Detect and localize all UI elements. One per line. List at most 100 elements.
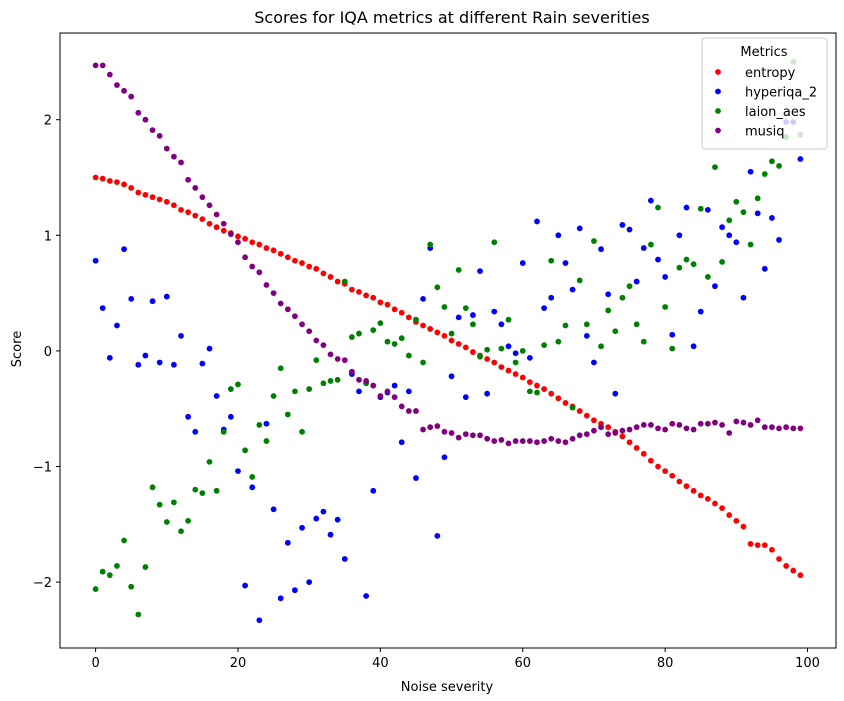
- data-point: [277, 300, 284, 307]
- data-point: [761, 171, 768, 177]
- data-point: [284, 306, 291, 313]
- series-hyperiqa_2: [92, 119, 804, 624]
- data-point: [256, 241, 263, 248]
- data-point: [640, 245, 647, 251]
- data-point: [477, 353, 483, 360]
- data-point: [519, 374, 526, 381]
- data-point: [178, 159, 184, 166]
- x-tick-label: 40: [372, 656, 389, 671]
- data-point: [171, 499, 177, 506]
- data-point: [519, 260, 526, 266]
- data-point: [384, 338, 391, 345]
- data-point: [491, 438, 498, 444]
- data-point: [171, 153, 177, 160]
- data-point: [754, 195, 761, 202]
- data-point: [263, 282, 270, 288]
- data-point: [555, 338, 562, 345]
- data-point: [797, 425, 804, 432]
- data-point: [448, 337, 455, 344]
- data-point: [754, 417, 761, 424]
- data-point: [491, 239, 498, 246]
- data-point: [562, 322, 569, 329]
- data-point: [185, 209, 192, 216]
- data-point: [583, 332, 590, 339]
- data-point: [413, 408, 419, 414]
- x-axis-label: Noise severity: [401, 680, 494, 695]
- data-point: [128, 93, 135, 100]
- data-point: [163, 198, 170, 205]
- data-point: [548, 435, 555, 442]
- data-point: [277, 595, 284, 602]
- data-point: [733, 198, 740, 205]
- data-point: [341, 556, 348, 562]
- data-point: [761, 424, 768, 431]
- data-point: [356, 289, 362, 295]
- data-point: [292, 313, 298, 320]
- data-point: [398, 403, 405, 410]
- data-point: [327, 531, 334, 538]
- data-point: [526, 388, 533, 395]
- legend-marker: [715, 88, 721, 95]
- data-point: [605, 291, 612, 298]
- data-point: [185, 517, 192, 524]
- data-point: [256, 269, 263, 276]
- data-point: [370, 294, 377, 301]
- data-point: [156, 132, 163, 139]
- data-point: [114, 179, 120, 186]
- data-point: [462, 394, 469, 401]
- data-point: [213, 393, 220, 399]
- x-tick-label: 80: [657, 656, 674, 671]
- data-point: [156, 359, 163, 366]
- data-point: [348, 368, 355, 375]
- data-point: [797, 572, 804, 579]
- data-point: [149, 127, 156, 134]
- data-point: [242, 582, 249, 589]
- data-point: [135, 109, 142, 116]
- data-point: [420, 295, 426, 302]
- data-point: [676, 264, 683, 271]
- data-point: [292, 587, 298, 594]
- data-point: [192, 212, 199, 219]
- data-point: [541, 305, 548, 312]
- data-point: [92, 174, 99, 181]
- data-point: [683, 256, 690, 263]
- data-point: [192, 428, 199, 435]
- data-point: [135, 361, 142, 368]
- data-point: [99, 175, 106, 182]
- data-point: [299, 524, 305, 531]
- data-point: [235, 381, 241, 388]
- data-point: [455, 314, 462, 321]
- data-point: [583, 321, 590, 328]
- data-point: [519, 438, 526, 444]
- data-point: [185, 176, 192, 183]
- data-point: [498, 345, 505, 352]
- data-point: [284, 254, 291, 261]
- data-point: [348, 334, 355, 340]
- data-point: [655, 425, 661, 432]
- data-point: [776, 556, 782, 562]
- data-point: [156, 501, 163, 508]
- data-point: [690, 343, 697, 350]
- data-point: [491, 308, 498, 315]
- data-point: [135, 189, 142, 196]
- data-point: [299, 260, 305, 266]
- data-point: [498, 321, 505, 328]
- data-point: [555, 438, 562, 444]
- data-point: [712, 500, 718, 507]
- data-point: [783, 563, 790, 569]
- data-point: [391, 341, 398, 347]
- data-point: [185, 413, 192, 420]
- data-point: [334, 278, 341, 285]
- legend-marker: [715, 108, 721, 114]
- data-point: [405, 314, 412, 321]
- data-point: [249, 474, 256, 480]
- x-tick-label: 0: [91, 656, 99, 671]
- data-point: [576, 277, 583, 284]
- data-point: [591, 417, 597, 424]
- data-point: [114, 82, 120, 88]
- data-point: [199, 360, 206, 367]
- data-point: [213, 487, 220, 494]
- data-point: [334, 516, 341, 523]
- data-point: [178, 528, 184, 535]
